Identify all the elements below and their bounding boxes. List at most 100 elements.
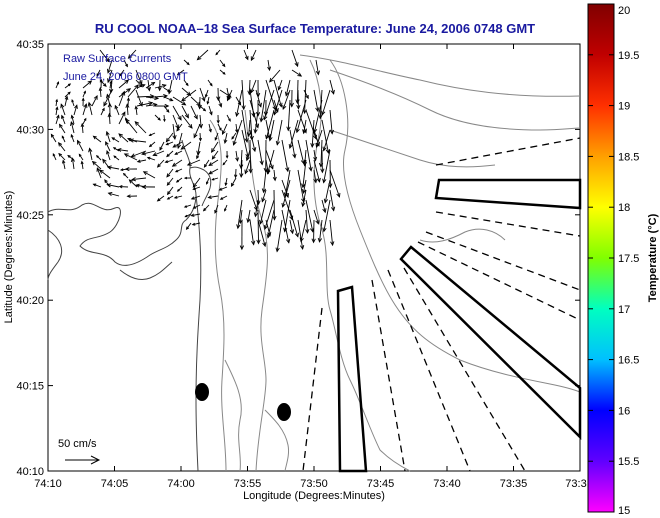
current-vector	[222, 123, 228, 135]
current-vector	[313, 159, 320, 182]
current-vector	[289, 219, 294, 234]
current-vector	[93, 135, 102, 143]
current-vector	[204, 159, 210, 168]
current-vector-head	[124, 79, 130, 84]
current-vector-head	[106, 183, 112, 188]
current-vector-head	[61, 114, 65, 119]
current-vector-head	[114, 104, 119, 110]
current-vector-head	[288, 144, 293, 150]
current-vector	[197, 141, 201, 155]
current-vector-head	[317, 237, 323, 243]
x-tick-label: 73:3	[565, 478, 586, 490]
scale-label: 50 cm/s	[58, 438, 97, 450]
current-vector	[159, 141, 165, 151]
current-vector-head	[308, 166, 313, 172]
y-tick-label: 40:35	[16, 39, 44, 51]
current-vector-head	[157, 117, 161, 121]
current-vector-head	[315, 70, 321, 76]
current-vector-head	[295, 128, 300, 134]
current-vector-head	[186, 161, 192, 166]
current-vector-head	[121, 111, 126, 117]
current-vector-head	[125, 118, 130, 124]
current-vector-head	[305, 228, 310, 234]
current-vector-head	[305, 94, 309, 100]
current-vector	[183, 79, 189, 86]
current-vector-head	[126, 88, 132, 93]
current-vector-head	[99, 78, 103, 83]
current-vector-head	[166, 153, 170, 158]
current-vector-head	[284, 91, 290, 97]
current-vector	[183, 59, 190, 65]
current-vector-head	[118, 133, 124, 138]
current-vector-head	[235, 112, 240, 118]
y-tick-label: 40:20	[16, 295, 44, 307]
current-vector-head	[193, 114, 198, 120]
current-vector-head	[269, 164, 274, 170]
current-vector-head	[311, 238, 316, 244]
current-vector-head	[316, 177, 321, 183]
current-vector-head	[208, 162, 213, 166]
current-vector	[257, 209, 259, 244]
current-vector	[71, 99, 75, 107]
y-tick-label: 40:10	[16, 466, 44, 478]
current-vector	[91, 95, 98, 107]
current-vector-head	[152, 152, 158, 157]
current-vector-head	[176, 127, 180, 132]
current-vector-head	[221, 130, 226, 136]
current-vector	[147, 79, 150, 91]
current-vector	[58, 153, 66, 161]
current-vector	[254, 109, 259, 133]
current-vector	[265, 119, 270, 139]
current-vector-head	[301, 202, 306, 208]
current-vector	[219, 186, 228, 191]
current-vector-head	[141, 184, 147, 190]
current-vector-head	[67, 154, 71, 159]
current-vector-head	[83, 90, 86, 94]
current-vector	[208, 105, 213, 115]
current-vector	[214, 132, 219, 141]
current-vector-head	[138, 83, 143, 88]
current-vector	[257, 189, 260, 205]
current-vector	[240, 159, 243, 178]
current-vector-head	[119, 168, 124, 172]
current-vector-head	[211, 177, 215, 181]
current-vector-head	[236, 224, 241, 230]
current-vector	[108, 192, 120, 197]
current-vector	[284, 199, 291, 232]
current-vector-head	[136, 159, 141, 163]
current-vector	[303, 119, 307, 134]
current-vector-head	[322, 208, 327, 214]
current-vector-head	[256, 239, 261, 245]
current-vector	[263, 169, 267, 193]
current-vector	[199, 105, 206, 112]
current-vector	[193, 186, 201, 190]
current-vector-head	[336, 192, 341, 198]
colorbar-tick-label: 15	[618, 505, 630, 517]
current-vector-head	[261, 197, 266, 203]
current-vector	[225, 177, 228, 186]
current-vector-head	[57, 142, 63, 147]
current-vector	[240, 149, 243, 169]
current-vector-head	[322, 146, 327, 152]
current-vector-head	[268, 77, 274, 83]
colorbar-tick-label: 15.5	[618, 456, 639, 468]
current-vector	[60, 104, 66, 116]
current-vector-head	[141, 84, 146, 88]
current-vector	[181, 87, 191, 96]
current-vector-head	[196, 155, 200, 160]
current-vector-head	[202, 207, 207, 212]
current-vector	[135, 79, 143, 88]
current-vector	[96, 167, 102, 179]
current-vector-head	[272, 176, 277, 182]
colorbar-tick-label: 18	[618, 202, 630, 214]
colorbar-tick-label: 20	[618, 5, 630, 17]
current-vector	[172, 159, 183, 167]
current-vector-head	[251, 240, 256, 246]
current-vector	[135, 89, 143, 107]
current-vector-head	[313, 156, 318, 162]
current-vector-head	[223, 139, 228, 144]
current-vector-head	[166, 181, 171, 186]
current-vector	[257, 139, 263, 165]
current-vector-head	[131, 177, 137, 182]
current-vector-head	[222, 63, 226, 68]
